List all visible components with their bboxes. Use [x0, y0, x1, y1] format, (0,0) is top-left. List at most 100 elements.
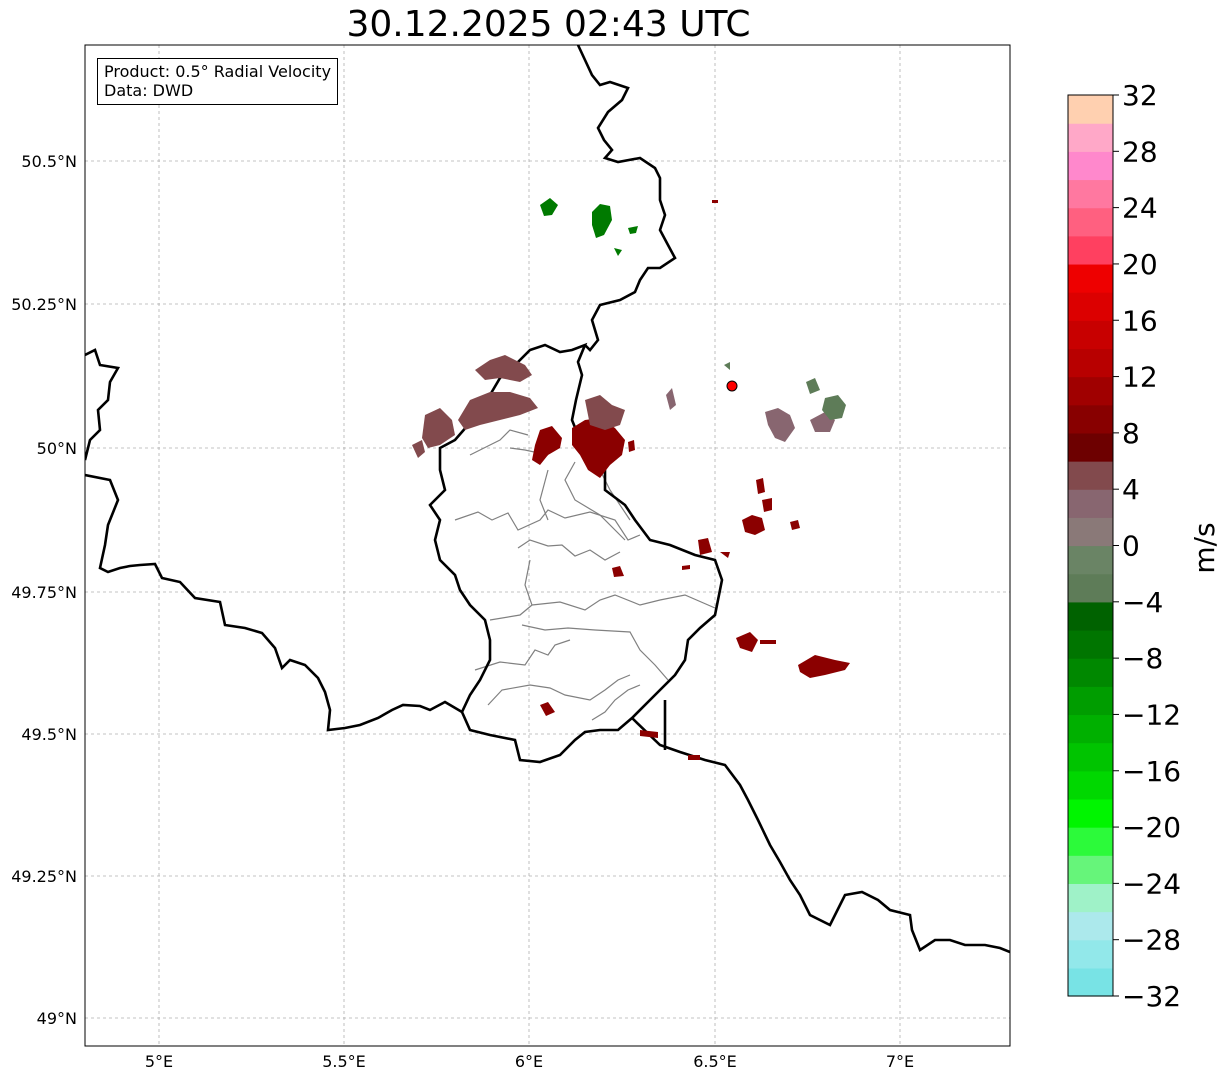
echo-grey-green-1	[822, 395, 846, 420]
lat-tick-label: 49.25°N	[11, 867, 77, 886]
lon-tick-label: 7°E	[886, 1052, 914, 1071]
echo-red-11	[682, 565, 690, 570]
echo-mauve-2	[458, 392, 538, 430]
colorbar-segment	[1068, 432, 1113, 462]
district-borders	[454, 429, 716, 721]
colorbar-tick-label: −8	[1122, 642, 1163, 675]
echo-red-1	[532, 426, 562, 465]
colorbar-tick-label: 8	[1122, 417, 1140, 450]
map-title: 30.12.2025 02:43 UTC	[346, 4, 751, 45]
echo-mauve-3	[422, 408, 455, 448]
lon-tick-label: 5°E	[145, 1052, 173, 1071]
colorbar-segment	[1068, 489, 1113, 518]
echo-mauve-8	[666, 388, 676, 410]
colorbar-segment	[1068, 827, 1113, 856]
echo-red-4	[742, 515, 765, 535]
echo-green-3	[628, 226, 638, 234]
colorbar-tick-label: 24	[1122, 192, 1158, 225]
national-border-north	[576, 45, 677, 352]
info-box: Product: 0.5° Radial Velocity Data: DWD	[97, 58, 339, 105]
lat-tick-label: 49°N	[37, 1009, 77, 1028]
lon-tick-label: 6°E	[515, 1052, 543, 1071]
colorbar-tick-label: 4	[1122, 473, 1140, 506]
colorbar-segment	[1068, 939, 1113, 969]
lon-tick-label: 5.5°E	[322, 1052, 366, 1071]
colorbar-tick-label: 20	[1122, 248, 1158, 281]
national-border-west	[85, 473, 463, 732]
colorbar-segment	[1068, 855, 1113, 884]
colorbar-segment	[1068, 320, 1113, 350]
colorbar-segment	[1068, 517, 1113, 547]
echo-grey-green-3	[724, 362, 730, 370]
grid-lines	[85, 45, 1010, 1046]
colorbar-segment	[1068, 545, 1113, 575]
lat-tick-label: 49.5°N	[21, 725, 77, 744]
product-label: Product: 0.5° Radial Velocity	[104, 62, 332, 81]
radar-echoes	[412, 198, 850, 760]
colorbar-segment	[1068, 686, 1113, 716]
echo-mauve-6	[765, 408, 795, 442]
colorbar-segment	[1068, 742, 1113, 772]
luxembourg-border	[428, 342, 724, 764]
echo-mauve-5	[585, 395, 625, 430]
echo-mauve-1	[475, 355, 532, 382]
colorbar-tick-label: −32	[1122, 980, 1181, 1013]
lat-tick-label: 50°N	[37, 439, 77, 458]
echo-grey-green-2	[806, 378, 820, 394]
echo-red-7	[790, 520, 800, 530]
echo-green-2	[592, 204, 612, 238]
colorbar-segment	[1068, 292, 1113, 321]
colorbar-tick-label: −12	[1122, 698, 1181, 731]
colorbar-tick-label: −16	[1122, 755, 1181, 788]
echo-red-10	[612, 566, 624, 577]
echo-red-17	[688, 755, 700, 760]
colorbar-tick-label: −20	[1122, 811, 1181, 844]
colorbar-segments	[1068, 95, 1113, 997]
echo-red-18	[712, 200, 718, 203]
data-source-label: Data: DWD	[104, 81, 194, 100]
echo-mauve-4	[412, 440, 425, 458]
colorbar-segment	[1068, 770, 1113, 800]
colorbar-segment	[1068, 235, 1113, 265]
national-border-south-east	[631, 717, 1010, 954]
colorbar-unit-label: m/s	[1188, 522, 1221, 573]
colorbar-segment	[1068, 714, 1113, 744]
lat-tick-label: 50.25°N	[11, 295, 77, 314]
lat-tick-labels: 50.5°N 50.25°N 50°N 49.75°N 49.5°N 49.25…	[11, 152, 77, 1028]
colorbar-segment	[1068, 798, 1113, 828]
colorbar-tick-label: −28	[1122, 924, 1181, 957]
lon-tick-label: 6.5°E	[693, 1052, 737, 1071]
national-border-belgium-northwest	[85, 348, 121, 461]
colorbar-segment	[1068, 629, 1113, 659]
colorbar-segment	[1068, 179, 1113, 209]
echo-red-13	[760, 640, 776, 644]
echo-red-2	[572, 418, 625, 478]
echo-red-15	[540, 702, 555, 716]
colorbar-segment	[1068, 573, 1113, 603]
colorbar-segment	[1068, 883, 1113, 913]
echo-red-3	[628, 440, 635, 452]
colorbar-segment	[1068, 348, 1113, 378]
colorbar-segment	[1068, 658, 1113, 687]
echo-red-8	[698, 538, 712, 555]
echo-green-4	[614, 248, 622, 256]
lat-tick-label: 50.5°N	[21, 152, 77, 171]
colorbar-segment	[1068, 376, 1113, 406]
echo-green-1	[540, 198, 558, 216]
colorbar-tick-label: 0	[1122, 530, 1140, 563]
colorbar-ticks: 32 28 24 20 16 12 8 4 0 −4 −8 −12 −16 −20 −24 −28 −32	[1113, 79, 1181, 1013]
colorbar-tick-label: 28	[1122, 135, 1158, 168]
colorbar-tick-label: 12	[1122, 361, 1158, 394]
echo-red-12	[736, 632, 758, 652]
colorbar-tick-label: 32	[1122, 79, 1158, 112]
echo-red-9	[720, 552, 730, 558]
lat-tick-label: 49.75°N	[11, 583, 77, 602]
colorbar-segment	[1068, 263, 1113, 293]
echo-red-16	[640, 730, 658, 738]
colorbar-segment	[1068, 207, 1113, 237]
colorbar-segment	[1068, 151, 1113, 181]
lon-tick-labels: 5°E 5.5°E 6°E 6.5°E 7°E	[145, 1052, 914, 1071]
radar-site-marker	[726, 380, 738, 392]
colorbar-tick-label: −4	[1122, 586, 1163, 619]
